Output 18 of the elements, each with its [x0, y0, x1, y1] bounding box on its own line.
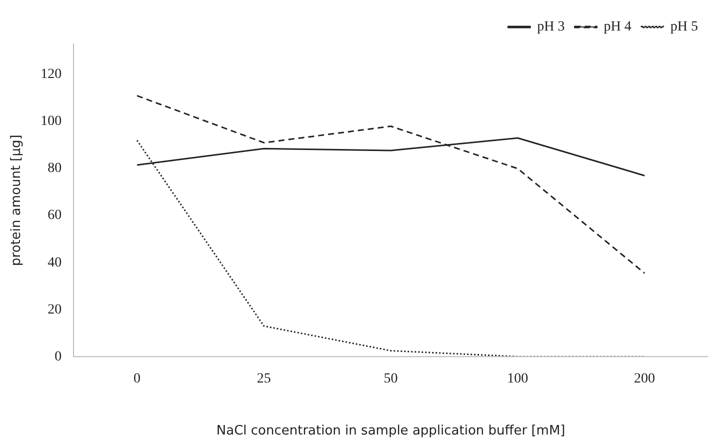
x-tick-label: 25	[256, 372, 271, 387]
line-series	[136, 94, 646, 274]
y-tick-label: 40	[48, 255, 62, 270]
x-tick-label: 100	[507, 372, 528, 387]
x-tick-label: 50	[384, 372, 398, 387]
x-axis-title: NaCl concentration in sample application buffer [mM]	[216, 424, 566, 439]
y-tick-label: 100	[40, 114, 62, 130]
y-tick-label: 60	[48, 208, 62, 224]
legend-label: pH 5	[670, 20, 698, 35]
legend-label: pH 3	[537, 20, 565, 35]
y-tick-label: 20	[48, 302, 62, 318]
y-tick-label: 0	[54, 349, 62, 364]
y-axis-title: protein amount [µg]	[9, 134, 24, 266]
y-tick-label: 80	[48, 161, 62, 176]
y-tick-label: 120	[40, 67, 62, 82]
legend-label: pH 4	[604, 20, 632, 35]
x-tick-label: 0	[134, 372, 141, 387]
x-tick-label: 200	[634, 372, 656, 387]
